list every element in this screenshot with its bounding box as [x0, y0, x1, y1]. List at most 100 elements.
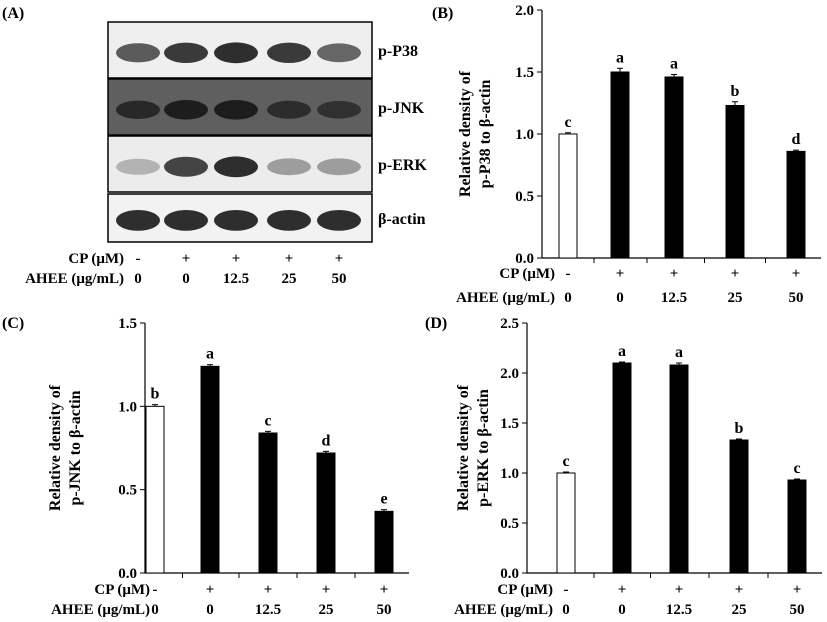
- bar: [556, 472, 576, 574]
- blot-band: [267, 158, 311, 176]
- panel-label-b: (B): [432, 5, 453, 22]
- ahee-value: 25: [732, 602, 747, 618]
- bar: [374, 510, 394, 574]
- y-tick-label: 1.0: [515, 127, 534, 143]
- blot-band: [317, 101, 361, 119]
- cp-label: CP (μM): [68, 251, 124, 267]
- chart-p-jnk: 0.0 0.5 1.0 1.5 Relative density of p-JNK to …: [47, 316, 409, 618]
- ahee-value: 0: [562, 602, 570, 618]
- cp-value: +: [206, 582, 215, 598]
- y-tick-label: 0.0: [500, 566, 519, 582]
- y-axis-label: Relative density of p-ERK to β-actin: [455, 384, 492, 511]
- bar: [612, 362, 632, 574]
- ahee-value: 50: [789, 290, 804, 306]
- cp-value: +: [735, 582, 744, 598]
- ahee-value: 0: [151, 602, 159, 618]
- significance-letter: b: [731, 83, 740, 100]
- blot-band: [164, 42, 208, 63]
- cp-value: +: [731, 266, 740, 282]
- significance-letter: d: [792, 131, 801, 148]
- cp-value: +: [285, 251, 294, 267]
- significance-letter: c: [793, 460, 800, 477]
- ahee-value: 50: [377, 602, 392, 618]
- ahee-value: 0: [182, 271, 190, 287]
- blot-band: [267, 210, 311, 231]
- y-tick-label: 2.5: [500, 316, 519, 332]
- ahee-value: 12.5: [661, 290, 687, 306]
- blot-band: [164, 156, 208, 177]
- ahee-value: 0: [618, 602, 626, 618]
- blot-label-1: p-JNK: [378, 100, 425, 117]
- y-tick-label: 0.0: [515, 251, 534, 267]
- y-axis-label-line1: Relative density of: [455, 384, 472, 511]
- cp-value: +: [232, 251, 241, 267]
- y-tick-label: 2.0: [500, 366, 519, 382]
- blot-treatment-table: CP (μM) AHEE (μg/mL)- 0 +0 +12.5 +25 +50: [25, 251, 346, 287]
- y-axis-label: Relative density of p-P38 to β-actin: [457, 70, 494, 197]
- blot-band: [267, 100, 311, 119]
- blot-label-0: p-P38: [378, 43, 418, 60]
- y-axis-label-line1: Relative density of: [47, 384, 64, 511]
- panel-label-c: (C): [2, 315, 24, 332]
- y-tick-label: 1.0: [118, 399, 137, 415]
- bar: [729, 439, 749, 574]
- blot-label-3: β-actin: [378, 211, 426, 228]
- ahee-value: 0: [206, 602, 214, 618]
- cp-value: +: [616, 266, 625, 282]
- significance-letter: b: [151, 386, 160, 403]
- ahee-value: 25: [319, 602, 334, 618]
- y-axis-label-line2: p-JNK to β-actin: [67, 390, 84, 505]
- blot-band: [214, 210, 258, 231]
- ahee-label: AHEE (μg/mL): [25, 271, 124, 287]
- blot-band: [317, 210, 361, 231]
- ahee-value: 50: [332, 271, 347, 287]
- bar: [787, 479, 807, 574]
- bar: [664, 76, 684, 259]
- y-tick-label: 1.5: [500, 416, 519, 432]
- cp-value: +: [264, 582, 273, 598]
- bar: [725, 104, 745, 259]
- bar: [610, 71, 630, 259]
- chart-p-p38: 0.0 0.5 1.0 1.5 2.0 Relative density of p-P38 …: [456, 3, 821, 306]
- western-blot: p-P38 p-JNK p-ERK β-actin: [107, 21, 427, 243]
- y-tick-label: 0.5: [118, 483, 137, 499]
- bar: [669, 364, 689, 574]
- cp-value: -: [153, 582, 158, 598]
- cp-value: +: [322, 582, 331, 598]
- blot-band: [164, 100, 208, 120]
- blot-band: [214, 42, 258, 64]
- y-axis-label: Relative density of p-JNK to β-actin: [47, 384, 84, 511]
- bar: [145, 405, 165, 574]
- ahee-label: AHEE (μg/mL): [456, 290, 555, 306]
- ahee-value: 0: [564, 290, 572, 306]
- significance-letter: a: [675, 344, 683, 361]
- blot-band: [317, 158, 361, 176]
- bar: [200, 365, 220, 574]
- blot-band: [116, 158, 160, 175]
- bar: [786, 150, 806, 259]
- y-axis-label-line2: p-P38 to β-actin: [477, 79, 494, 188]
- ahee-value: 12.5: [223, 271, 249, 287]
- blot-band: [214, 100, 258, 120]
- cp-value: +: [792, 266, 801, 282]
- bar: [558, 133, 578, 259]
- significance-letter: a: [206, 346, 214, 363]
- cp-value: +: [380, 582, 389, 598]
- cp-value: -: [564, 582, 569, 598]
- bar: [316, 452, 336, 574]
- ahee-value: 0: [616, 290, 624, 306]
- blot-band: [317, 43, 361, 63]
- y-tick-label: 1.0: [500, 466, 519, 482]
- ahee-value: 0: [134, 271, 142, 287]
- significance-letter: c: [264, 412, 271, 429]
- ahee-value: 12.5: [255, 602, 281, 618]
- blot-band: [267, 42, 311, 63]
- ahee-value: 25: [282, 271, 297, 287]
- y-tick-label: 2.0: [515, 3, 534, 19]
- ahee-value: 12.5: [666, 602, 692, 618]
- significance-letter: b: [735, 420, 744, 437]
- cp-value: +: [793, 582, 802, 598]
- cp-label: CP (μM): [499, 266, 555, 282]
- blot-band: [164, 210, 208, 231]
- y-tick-label: 1.5: [515, 65, 534, 81]
